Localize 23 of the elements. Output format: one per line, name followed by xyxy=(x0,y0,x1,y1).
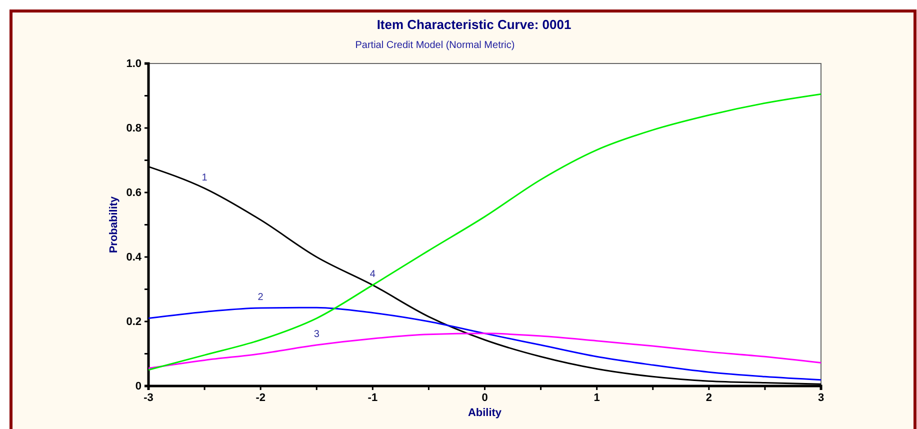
series-label: 2 xyxy=(258,292,264,303)
y-tick-label: 0.8 xyxy=(126,122,142,135)
x-tick-label: -1 xyxy=(368,392,378,404)
series-label: 3 xyxy=(314,329,320,340)
y-tick-label: 1.0 xyxy=(126,58,142,70)
series-label: 4 xyxy=(370,269,376,280)
chart-subtitle: Partial Credit Model (Normal Metric) xyxy=(355,40,515,51)
line-series xyxy=(148,306,822,381)
x-tick-label: -3 xyxy=(144,392,154,404)
series-label: 1 xyxy=(202,172,208,184)
line-series xyxy=(148,93,822,371)
chart-title: Item Characteristic Curve: 0001 xyxy=(376,17,572,32)
x-tick-label: 1 xyxy=(594,392,600,404)
y-tick-label: 0.4 xyxy=(126,252,142,264)
x-tick-label: 3 xyxy=(818,392,824,404)
y-tick-label: 0.2 xyxy=(126,316,142,328)
x-tick-label: 0 xyxy=(482,392,488,404)
y-tick-label: 0 xyxy=(135,380,142,393)
x-tick-label: 2 xyxy=(706,392,712,404)
x-tick-label: -2 xyxy=(256,392,266,404)
y-tick-label: 0.6 xyxy=(126,187,142,200)
x-axis-title: Ability xyxy=(468,407,502,419)
y-axis-title: Probability xyxy=(108,195,120,254)
